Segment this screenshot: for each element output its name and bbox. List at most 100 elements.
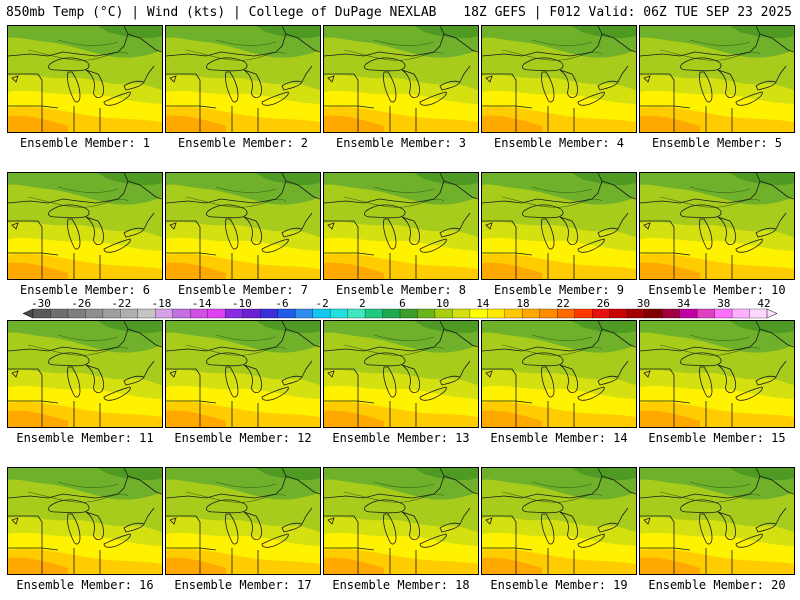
ensemble-map-1 [7, 25, 163, 133]
ensemble-map-7 [165, 172, 321, 280]
ensemble-member-label: Ensemble Member: 1 [19, 136, 151, 150]
ensemble-member-label: Ensemble Member: 13 [332, 431, 470, 445]
ensemble-map-9 [481, 172, 637, 280]
ensemble-map-2 [165, 25, 321, 133]
colorbar-swatch [260, 308, 279, 319]
colorbar-tick-label: 42 [757, 297, 770, 310]
temperature-colorbar: -30 -26 -22 -18 -14 -10 -6 -2 2 6 10 14 18 22 26 30 34 38… [22, 297, 778, 319]
colorbar-tick-label: -14 [192, 297, 212, 310]
colorbar-swatch [347, 308, 366, 319]
colorbar-tick-label: -6 [275, 297, 288, 310]
ensemble-member-label: Ensemble Member: 16 [16, 578, 154, 592]
ensemble-member-label: Ensemble Member: 15 [648, 431, 786, 445]
ensemble-map-18 [323, 467, 479, 575]
colorbar-swatch [137, 308, 156, 319]
colorbar-tick-label: 18 [516, 297, 529, 310]
ensemble-map-11 [7, 320, 163, 428]
ensemble-member-label: Ensemble Member: 9 [493, 283, 625, 297]
ensemble-map-15 [639, 320, 795, 428]
colorbar-swatch [452, 308, 471, 319]
colorbar-swatch [522, 308, 541, 319]
colorbar-swatch [714, 308, 733, 319]
ensemble-map-13 [323, 320, 479, 428]
ensemble-map-3 [323, 25, 479, 133]
colorbar-swatch [207, 308, 226, 319]
ensemble-member-label: Ensemble Member: 18 [332, 578, 470, 592]
ensemble-member-label: Ensemble Member: 14 [490, 431, 628, 445]
colorbar-tick-label: 22 [557, 297, 570, 310]
colorbar-swatch [294, 308, 314, 319]
colorbar-tick-label: -26 [71, 297, 91, 310]
ensemble-member-label: Ensemble Member: 2 [177, 136, 309, 150]
colorbar-swatch [469, 308, 488, 319]
colorbar-right-arrow [766, 308, 778, 319]
ensemble-map-14 [481, 320, 637, 428]
ensemble-map-12 [165, 320, 321, 428]
colorbar-swatch [487, 308, 506, 319]
ensemble-member-label: Ensemble Member: 10 [648, 283, 786, 297]
colorbar-swatch [312, 308, 331, 319]
ensemble-map-20 [639, 467, 795, 575]
colorbar-swatch [50, 308, 69, 319]
colorbar-swatch [609, 308, 628, 319]
ensemble-member-label: Ensemble Member: 20 [648, 578, 786, 592]
ensemble-member-label: Ensemble Member: 12 [174, 431, 312, 445]
ensemble-map-4 [481, 25, 637, 133]
colorbar-tick-label: 30 [637, 297, 650, 310]
ensemble-map-17 [165, 467, 321, 575]
colorbar-swatch [242, 308, 261, 319]
ensemble-map-10 [639, 172, 795, 280]
colorbar-tick-label: -30 [31, 297, 51, 310]
colorbar-swatch [67, 308, 86, 319]
ensemble-member-label: Ensemble Member: 17 [174, 578, 312, 592]
ensemble-member-label: Ensemble Member: 8 [335, 283, 467, 297]
ensemble-member-label: Ensemble Member: 11 [16, 431, 154, 445]
title-right: 18Z GEFS | F012 Valid: 06Z TUE SEP 23 20… [463, 5, 792, 20]
colorbar-swatch [399, 308, 418, 319]
colorbar-swatch [102, 308, 121, 319]
colorbar-swatch [364, 308, 383, 319]
colorbar-tick-label: -22 [111, 297, 131, 310]
ensemble-map-6 [7, 172, 163, 280]
colorbar-tick-label: 26 [597, 297, 610, 310]
colorbar-swatch [225, 308, 244, 319]
colorbar-tick-label: -10 [232, 297, 252, 310]
colorbar-swatch [277, 308, 296, 319]
colorbar-swatch [382, 308, 401, 319]
ensemble-member-label: Ensemble Member: 3 [335, 136, 467, 150]
colorbar-swatch [32, 308, 51, 319]
colorbar-swatch [696, 308, 716, 319]
colorbar-swatch [644, 308, 663, 319]
colorbar-swatch [574, 308, 593, 319]
ensemble-map-16 [7, 467, 163, 575]
colorbar-swatch [731, 308, 750, 319]
colorbar-swatch [749, 308, 768, 319]
colorbar-swatch [592, 308, 611, 319]
colorbar-swatch [85, 308, 104, 319]
ensemble-member-label: Ensemble Member: 5 [651, 136, 783, 150]
colorbar-tick-label: 6 [399, 297, 406, 310]
ensemble-map-8 [323, 172, 479, 280]
colorbar-tick-label: 34 [677, 297, 691, 310]
colorbar-tick-label: 2 [359, 297, 366, 310]
ensemble-map-5 [639, 25, 795, 133]
colorbar-swatch [120, 308, 139, 319]
colorbar-tick-label: 38 [717, 297, 730, 310]
colorbar-swatch [557, 308, 576, 319]
colorbar-swatch [504, 308, 523, 319]
colorbar-swatch [627, 308, 646, 319]
colorbar-swatch [679, 308, 698, 319]
ensemble-map-19 [481, 467, 637, 575]
colorbar-tick-label: 14 [476, 297, 490, 310]
ensemble-member-label: Ensemble Member: 6 [19, 283, 151, 297]
colorbar-swatch [539, 308, 558, 319]
colorbar-swatch [661, 308, 681, 319]
colorbar-tick-label: 10 [436, 297, 449, 310]
colorbar-swatch [172, 308, 191, 319]
colorbar-tick-label: -2 [316, 297, 329, 310]
colorbar-swatch [190, 308, 209, 319]
colorbar-tick-label: -18 [152, 297, 172, 310]
ensemble-member-label: Ensemble Member: 7 [177, 283, 309, 297]
colorbar-swatch [434, 308, 453, 319]
colorbar-swatch [417, 308, 436, 319]
